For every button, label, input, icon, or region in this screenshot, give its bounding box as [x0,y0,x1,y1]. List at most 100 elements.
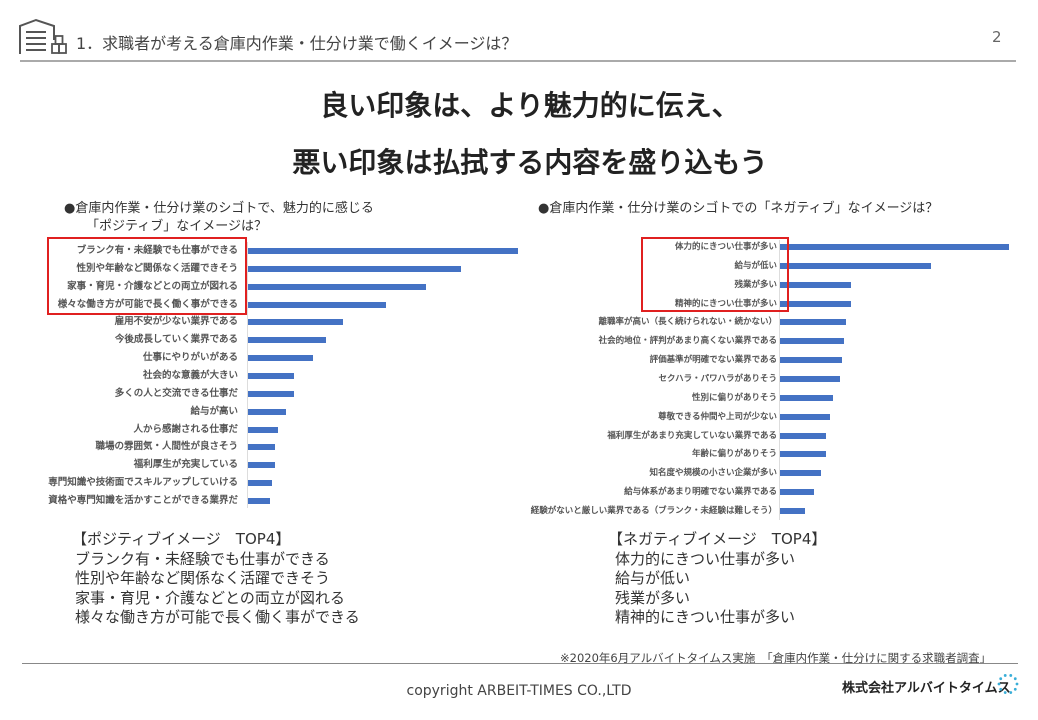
category-label: 社会的地位・評判があまり高くない業界である [598,336,777,347]
bar [248,301,386,308]
bar-row: 精神的にきつい仕事が多い [0,296,1038,312]
bar-row: セクハラ・パワハラがありそう [0,371,1038,387]
list-item: 様々な働き方が可能で長く働く事ができる [75,608,360,626]
category-label: 仕事にやりがいがある [142,352,238,364]
bar-row: 離職率が高い（長く続けられない・続かない） [0,314,1038,330]
bar-row: 人から感謝される仕事だ [0,422,1038,438]
bar-row: 家事・育児・介護などとの両立が図れる [0,279,1038,295]
survey-note: ※2020年6月アルバイトタイムス実施 「倉庫内作業・仕分けに関する求職者調査」 [560,651,992,665]
category-label: 給与が低い [734,260,777,271]
bar-row: 雇用不安が少ない業界である [0,314,1038,330]
positive-chart-subtitle: 「ポジティブ」なイメージは？ [86,219,267,234]
category-label: 専門知識や技術面でスキルアップしていける [48,477,238,489]
positive-top4-list: 【ポジティブイメージ TOP4】 ブランク有・未経験でも仕事ができる 性別や年齢… [72,530,360,628]
category-label: 知名度や規模の小さい企業が多い [649,468,777,479]
list-item: 残業が多い [615,588,691,607]
section-title: 1．求職者が考える倉庫内作業・仕分け業で働くイメージは？ [76,34,518,53]
bar-row: 知名度や規模の小さい企業が多い [0,465,1038,481]
bar [780,375,840,382]
bar-row: 性別に偏りがありそう [0,390,1038,406]
bar-row: 多くの人と交流できる仕事だ [0,386,1038,402]
category-label: 人から感謝される仕事だ [133,423,238,435]
bar [248,408,286,415]
bar [780,394,833,401]
copyright: copyright ARBEIT-TIMES CO.,LTD [406,683,632,699]
logo-dot [1009,674,1013,677]
bar [780,357,842,364]
category-label: 今後成長していく業界である [114,334,238,346]
bar-row: 給与が高い [0,404,1038,420]
bar [248,426,278,433]
category-label: 経験がないと厳しい業界である（ブランク・未経験は難しそう） [530,505,777,516]
bar-row: 様々な働き方が可能で長く働く事ができる [0,297,1038,313]
negative-axis-line [779,240,780,520]
category-label: 離職率が高い（長く続けられない・続かない） [598,317,777,328]
bar [248,444,275,451]
logo-dot [999,687,1003,691]
negative-top4-title: 【ネガティブイメージ TOP4】 [608,530,827,548]
bar [780,262,932,269]
bar [248,265,462,272]
bar [248,283,427,290]
category-label: 残業が多い [734,279,777,290]
negative-top4-highlight [641,237,789,312]
logo-dot [1013,687,1017,691]
category-label: 給与が高い [190,405,238,417]
list-item: 給与が低い [615,569,691,587]
category-label: 評価基準が明確でない業界である [649,355,777,366]
category-label: 給与体系があまり明確でない業界である [624,487,777,498]
logo-dot [1009,691,1013,694]
bar [248,248,518,254]
page-number: 2 [992,28,1002,46]
positive-chart-title: ●倉庫内作業・仕分け業のシゴトで、魅力的に感じる [64,201,374,216]
bar [780,413,831,420]
bar [248,355,313,362]
bar-row: 年齢に偏りがありそう [0,446,1038,462]
list-item: 性別や年齢など関係なく活躍できそう [75,569,331,587]
bar [780,432,826,439]
list-item: 家事・育児・介護などとの両立が図れる [75,588,345,607]
bar [780,281,851,288]
dotted-circle-logo-icon [996,672,1020,700]
category-label: 資格や専門知識を活かすことができる業界だ [48,494,238,506]
category-label: 体力的にきつい仕事が多い [674,242,777,252]
header-divider [20,60,1016,62]
bar [248,319,343,326]
positive-axis-line [247,242,248,508]
category-label: 福利厚生があまり充実していない業界である [607,430,777,441]
bar-row: 福利厚生が充実している [0,457,1038,473]
bar-row: 社会的な意義が大きい [0,368,1038,384]
bar-row: ブランク有・未経験でも仕事ができる [0,243,1038,259]
category-label: 年齢に偏りがありそう [691,449,777,460]
bar-row: 給与が低い [0,258,1038,274]
list-item: ブランク有・未経験でも仕事ができる [75,549,330,568]
headline-line1: 良い印象は、より魅力的に伝え、 [320,89,740,122]
bar [248,462,275,469]
category-label: 多くの人と交流できる仕事だ [114,387,238,399]
bar-row: 給与体系があまり明確でない業界である [0,484,1038,500]
bar [780,300,851,307]
bar-row: 体力的にきつい仕事が多い [0,239,1038,255]
bar [248,480,273,487]
logo-dot [1015,682,1019,686]
category-label: 家事・育児・介護などとの両立が図れる [67,280,238,292]
bar [780,319,847,326]
bar [780,507,806,514]
bar [248,337,327,344]
bar [780,489,815,496]
bar [248,390,294,397]
bar-row: 経験がないと厳しい業界である（ブランク・未経験は難しそう） [0,503,1038,519]
category-label: 精神的にきつい仕事が多い [674,298,777,309]
category-label: 様々な働き方が可能で長く働く事ができる [57,298,238,310]
bar [248,372,294,379]
bar [780,451,826,458]
negative-top4-list: 【ネガティブイメージ TOP4】 体力的にきつい仕事が多い 給与が低い 残業が多… [608,530,826,628]
logo-dot [999,677,1003,681]
bar-row: 資格や専門知識を活かすことができる業界だ [0,493,1038,509]
category-label: 尊敬できる仲間や上司が少ない [658,411,777,422]
bar-row: 社会的地位・評判があまり高くない業界である [0,333,1038,349]
category-label: 福利厚生が充実している [133,459,238,471]
bar [780,338,845,345]
category-label: セクハラ・パワハラがありそう [658,373,778,384]
headline-line2: 悪い印象は払拭する内容を盛り込もう [292,146,768,179]
